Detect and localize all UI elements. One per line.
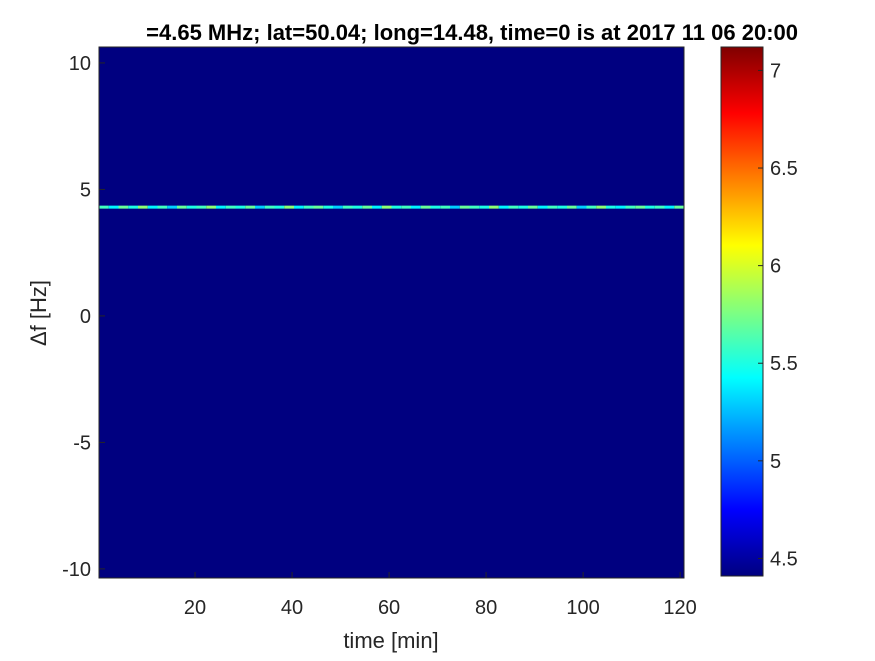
signal-cell xyxy=(128,205,138,209)
signal-cell xyxy=(547,205,558,209)
signal-cell xyxy=(216,205,226,209)
y-tick-label: 0 xyxy=(80,306,91,328)
signal-cell xyxy=(606,205,616,209)
x-axis-ticks: 20 40 60 80 100 120 xyxy=(184,572,697,619)
signal-cell xyxy=(440,205,450,209)
y-axis-label: Δf [Hz] xyxy=(26,280,51,346)
signal-cell xyxy=(255,205,265,209)
signal-cell xyxy=(459,205,470,209)
colorbar-ticks: 4.5 5 5.5 6 6.5 7 xyxy=(758,60,798,570)
signal-cell xyxy=(508,205,519,209)
signal-cell xyxy=(479,205,489,209)
x-tick-label: 80 xyxy=(475,597,497,619)
colorbar-tick-label: 5.5 xyxy=(770,353,798,375)
signal-cell xyxy=(596,205,606,209)
y-tick-label: -5 xyxy=(73,432,91,454)
signal-cell xyxy=(274,205,285,209)
signal-cell xyxy=(333,205,343,209)
axes-box xyxy=(98,46,685,579)
y-tick-label: 5 xyxy=(80,179,91,201)
chart-title: =4.65 MHz; lat=50.04; long=14.48, time=0… xyxy=(146,20,798,45)
signal-cell xyxy=(313,205,324,209)
y-tick-label: -10 xyxy=(62,559,91,581)
signal-cell xyxy=(567,205,577,209)
signal-cell xyxy=(138,205,148,209)
signal-cell xyxy=(186,205,197,209)
signal-cell xyxy=(342,205,353,209)
signal-cell xyxy=(157,205,168,209)
signal-cell xyxy=(489,205,499,209)
signal-cell xyxy=(401,205,411,209)
signal-cell xyxy=(372,205,382,209)
plot-area xyxy=(98,46,685,579)
signal-cell xyxy=(196,205,207,209)
x-axis-label: time [min] xyxy=(343,628,438,653)
colorbar-tick-label: 5 xyxy=(770,451,781,473)
x-tick-label: 20 xyxy=(184,597,206,619)
signal-cell xyxy=(352,205,363,209)
signal-cell xyxy=(450,205,460,209)
signal-cell xyxy=(411,205,421,209)
signal-cell xyxy=(294,205,304,209)
signal-cell xyxy=(303,205,314,209)
signal-cell xyxy=(674,205,684,209)
signal-cell xyxy=(625,205,636,209)
signal-cell xyxy=(430,205,441,209)
signal-cell xyxy=(664,205,675,209)
signal-cell xyxy=(381,205,392,209)
signal-cell xyxy=(284,205,294,209)
x-tick-label: 100 xyxy=(566,597,599,619)
signal-cell xyxy=(469,205,480,209)
signal-cell xyxy=(264,205,275,209)
signal-cell xyxy=(635,205,645,209)
signal-cell xyxy=(498,205,509,209)
signal-cell xyxy=(420,205,431,209)
colorbar-tick-label: 4.5 xyxy=(770,548,798,570)
signal-cell xyxy=(235,205,246,209)
signal-cell xyxy=(362,205,372,209)
signal-cell xyxy=(245,205,255,209)
signal-cell xyxy=(323,205,333,209)
signal-cell xyxy=(118,205,129,209)
signal-cell xyxy=(225,205,236,209)
signal-cell xyxy=(99,205,109,209)
signal-cell xyxy=(615,205,626,209)
signal-cell xyxy=(528,205,538,209)
signal-cell xyxy=(586,205,597,209)
heatmap-background xyxy=(99,47,684,578)
colorbar-tick-label: 6 xyxy=(770,256,781,278)
colorbar-tick-label: 7 xyxy=(770,60,781,82)
signal-cell xyxy=(654,205,665,209)
signal-cell xyxy=(147,205,158,209)
signal-cell xyxy=(557,205,567,209)
x-tick-label: 120 xyxy=(663,597,696,619)
signal-cell xyxy=(167,205,177,209)
colorbar-tick-label: 6.5 xyxy=(770,158,798,180)
signal-cell xyxy=(576,205,587,209)
y-tick-label: 10 xyxy=(69,53,91,75)
x-tick-label: 60 xyxy=(378,597,400,619)
x-tick-label: 40 xyxy=(281,597,303,619)
y-axis-ticks: 10 5 0 -5 -10 xyxy=(62,53,105,581)
signal-cell xyxy=(391,205,402,209)
colorbar xyxy=(720,46,764,577)
signal-cell xyxy=(177,205,187,209)
signal-cell xyxy=(108,205,119,209)
signal-cell xyxy=(206,205,216,209)
signal-cell xyxy=(518,205,528,209)
signal-cell xyxy=(645,205,655,209)
signal-cell xyxy=(537,205,548,209)
